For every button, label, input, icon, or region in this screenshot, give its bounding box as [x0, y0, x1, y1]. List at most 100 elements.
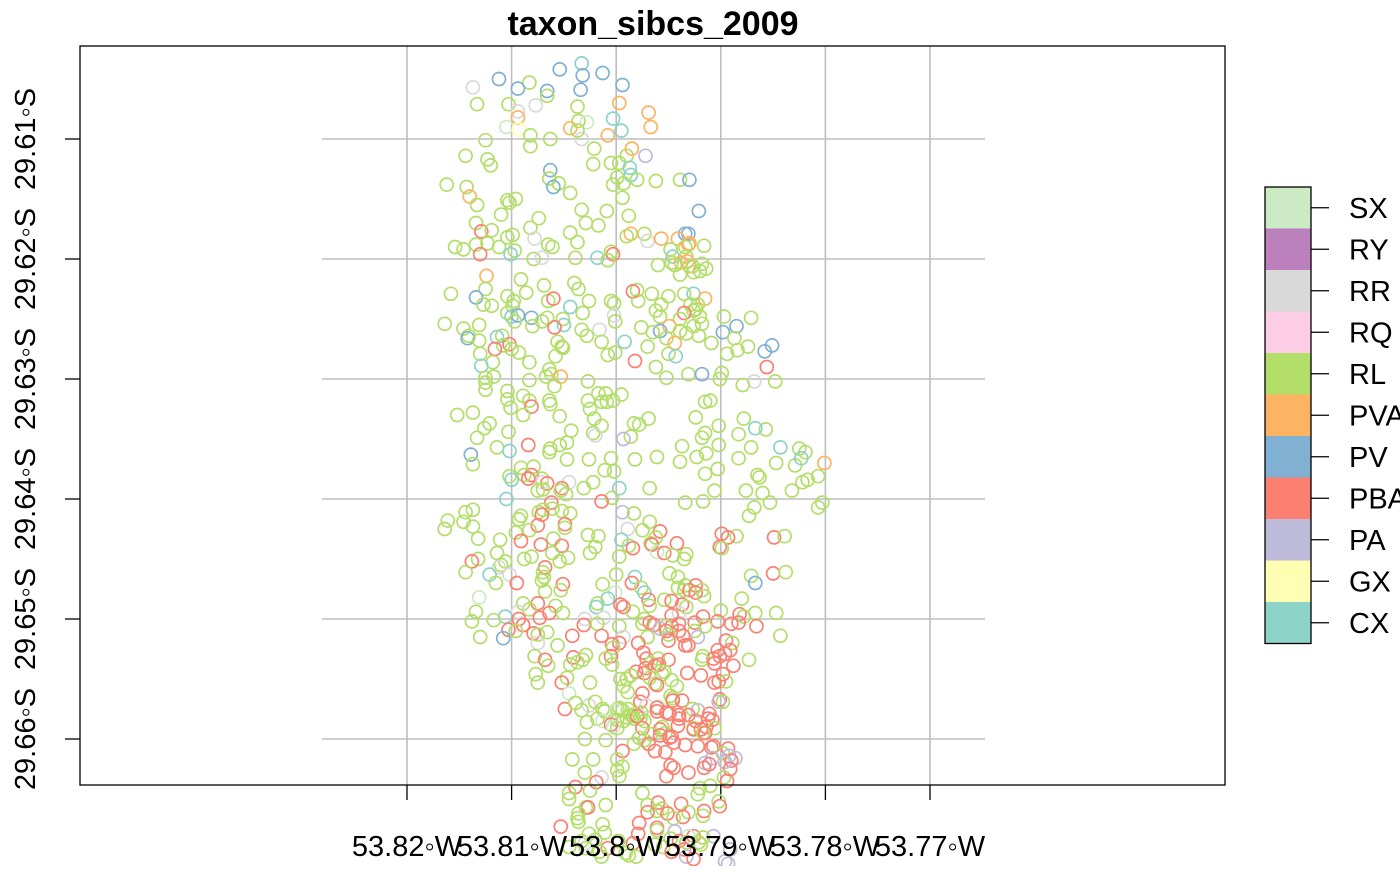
sample-point-rl — [707, 483, 722, 498]
sample-point-rl — [691, 834, 707, 850]
legend-swatch-sx — [1265, 187, 1311, 229]
sample-point-pba — [615, 743, 630, 759]
sample-point-rl — [642, 598, 658, 614]
sample-point-pv — [575, 68, 591, 83]
sample-point-rl — [656, 592, 672, 608]
sample-point-pba — [687, 615, 703, 630]
sample-point-rl — [645, 324, 661, 340]
sample-point-rl — [501, 424, 516, 440]
sample-point-pba — [501, 622, 516, 638]
sample-point-rl — [578, 215, 594, 231]
sample-point-rl — [810, 468, 826, 484]
sample-point-rl — [561, 785, 577, 801]
sample-point-cx — [482, 567, 497, 582]
sample-point-rl — [437, 521, 453, 537]
sample-point-rl — [692, 263, 708, 279]
sample-point-rl — [773, 628, 788, 644]
sample-point-rl — [542, 131, 558, 147]
sample-point-cx — [588, 599, 604, 615]
sample-point-pv — [729, 318, 744, 334]
sample-point-pba — [688, 585, 704, 600]
sample-point-rl — [814, 495, 830, 510]
sample-point-rl — [562, 225, 578, 240]
sample-point-sx — [579, 114, 595, 130]
sample-point-pva — [479, 268, 494, 284]
sample-point-rl — [492, 532, 508, 548]
sample-point-cx — [622, 160, 638, 176]
sample-point-rl — [508, 623, 524, 639]
sample-point-rl — [536, 278, 552, 293]
sample-point-rl — [537, 584, 553, 599]
sample-point-rl — [555, 605, 571, 621]
sample-point-rl — [711, 418, 727, 434]
sample-point-rl — [522, 372, 537, 388]
sample-point-rl — [443, 286, 459, 302]
sample-point-rl — [574, 833, 590, 849]
sample-point-rl — [456, 242, 471, 257]
sample-point-rl — [458, 564, 473, 580]
sample-point-pba — [555, 576, 571, 592]
sample-point-pba — [666, 735, 682, 750]
sample-point-rl — [661, 346, 676, 362]
sample-point-rl — [714, 540, 730, 556]
sample-point-rl — [507, 243, 523, 258]
sample-point-rl — [738, 483, 754, 498]
sample-point-cx — [574, 56, 590, 71]
sample-point-pba — [547, 320, 562, 335]
sample-point-pba — [723, 616, 739, 632]
sample-point-pba — [565, 650, 581, 665]
sample-point-rl — [500, 192, 515, 208]
sample-point-cx — [504, 472, 519, 488]
sample-point-pba — [707, 656, 722, 671]
sample-point-rl — [500, 383, 515, 399]
sample-point-rl — [545, 239, 560, 255]
sample-point-rl — [743, 568, 759, 584]
x-tick-label: 53.8◦W — [569, 831, 664, 863]
sample-point-rl — [607, 345, 623, 360]
sample-point-rl — [552, 437, 568, 453]
sample-point-rl — [615, 190, 630, 206]
sample-point-pba — [524, 399, 539, 414]
x-tick-label: 53.82◦W — [352, 831, 463, 863]
sample-point-rl — [518, 285, 534, 300]
sample-point-rl — [595, 576, 610, 592]
sample-point-rr — [620, 521, 636, 537]
sample-point-rl — [523, 138, 538, 154]
sample-point-rl — [478, 375, 493, 390]
sample-point-rl — [741, 652, 757, 668]
sample-point-rl — [585, 752, 601, 767]
sample-point-rl — [500, 392, 515, 407]
sample-point-rl — [695, 830, 711, 845]
sample-point-rl — [777, 528, 792, 544]
sample-point-rl — [469, 197, 485, 213]
sample-point-rl — [561, 839, 577, 855]
legend-label: GX — [1349, 566, 1391, 598]
sample-point-pba — [659, 768, 674, 784]
sample-point-rl — [752, 470, 767, 485]
sample-point-pv — [715, 324, 731, 340]
sample-point-rl — [465, 456, 481, 472]
legend-swatch-rl — [1265, 353, 1311, 395]
sample-point-rl — [465, 502, 481, 518]
sample-point-rl — [640, 339, 655, 354]
sample-point-pba — [629, 708, 645, 724]
sample-point-pv — [495, 630, 511, 646]
sample-point-rl — [604, 657, 620, 672]
sample-point-rl — [685, 258, 700, 274]
sample-point-rl — [625, 604, 641, 620]
sample-point-rr — [530, 635, 546, 651]
y-tick-label: 29.64◦S — [10, 448, 42, 550]
sample-point-rl — [516, 467, 532, 483]
y-tick-label: 29.62◦S — [10, 208, 42, 310]
sample-point-rl — [702, 778, 718, 794]
sample-point-rl — [456, 514, 471, 530]
sample-point-pba — [464, 554, 480, 569]
sample-point-rl — [609, 762, 625, 778]
y-tick-label: 29.61◦S — [10, 88, 42, 190]
sample-point-rl — [534, 573, 550, 588]
sample-point-rl — [470, 551, 486, 567]
sample-point-rl — [585, 474, 601, 490]
legend-swatch-pba — [1265, 477, 1311, 519]
sample-point-rl — [608, 567, 624, 582]
sample-point-pa — [615, 504, 630, 520]
